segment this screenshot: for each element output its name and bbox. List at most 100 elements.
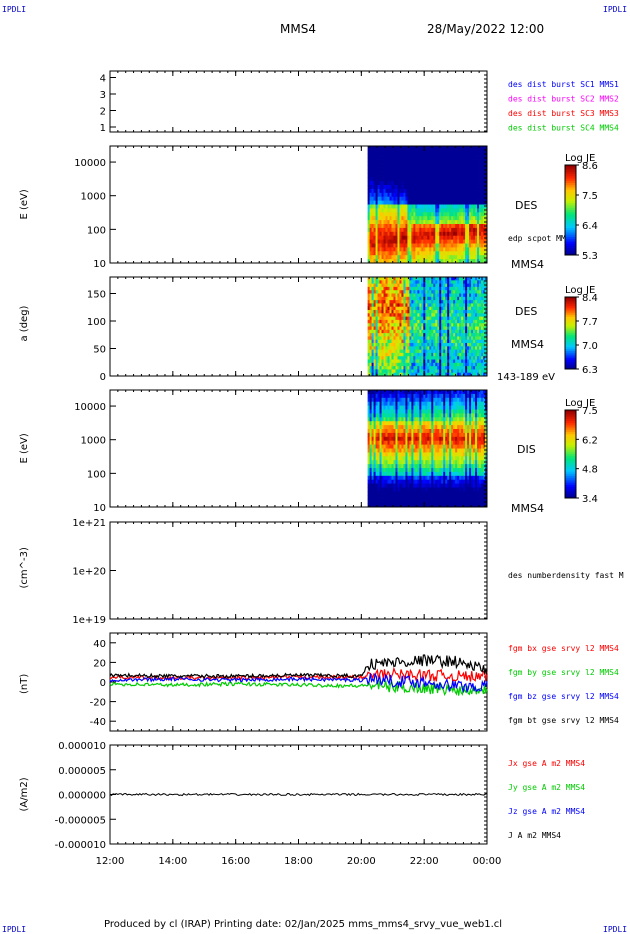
heatmap-cell <box>367 224 371 229</box>
heatmap-cell <box>439 227 442 233</box>
heatmap-cell <box>449 343 452 347</box>
heatmap-cell <box>407 333 410 337</box>
heatmap-cell <box>477 243 480 248</box>
heatmap-cell <box>433 181 436 186</box>
heatmap-cell <box>399 483 402 488</box>
heatmap-cell <box>389 146 392 151</box>
heatmap-cell <box>439 313 442 317</box>
heatmap-cell <box>389 290 392 294</box>
heatmap-cell <box>479 208 482 213</box>
heatmap-cell <box>377 343 380 347</box>
heatmap-cell <box>367 290 371 294</box>
heatmap-cell <box>393 405 396 410</box>
heatmap-cell <box>463 153 466 159</box>
heatmap-cell <box>405 326 408 331</box>
heatmap-cell <box>381 464 384 469</box>
heatmap-cell <box>483 173 486 178</box>
heatmap-cell <box>469 286 472 291</box>
heatmap-cell <box>459 173 462 178</box>
heatmap-cell <box>421 487 424 492</box>
heatmap-cell <box>453 293 456 298</box>
heatmap-cell <box>375 316 378 321</box>
heatmap-cell <box>417 401 420 406</box>
heatmap-cell <box>375 303 378 308</box>
heatmap-cell <box>419 204 422 209</box>
heatmap-cell <box>435 227 438 233</box>
heatmap-cell <box>391 283 394 288</box>
heatmap-cell <box>385 259 388 264</box>
heatmap-cell <box>479 310 482 314</box>
colorbar-cell <box>565 230 576 233</box>
heatmap-cell <box>419 339 422 344</box>
heatmap-cell <box>367 444 371 449</box>
heatmap-cell <box>423 432 426 438</box>
heatmap-cell <box>417 460 420 465</box>
heatmap-cell <box>481 212 484 217</box>
heatmap-cell <box>387 255 390 260</box>
heatmap-cell <box>453 243 456 248</box>
heatmap-cell <box>451 369 454 374</box>
heatmap-cell <box>473 235 476 240</box>
heatmap-cell <box>413 336 416 341</box>
heatmap-cell <box>483 346 486 350</box>
heatmap-cell <box>441 235 444 240</box>
heatmap-cell <box>405 255 408 260</box>
heatmap-cell <box>457 277 460 281</box>
heatmap-cell <box>419 161 422 166</box>
heatmap-cell <box>367 352 371 357</box>
heatmap-cell <box>485 181 488 186</box>
heatmap-cell <box>447 231 450 237</box>
heatmap-cell <box>377 165 380 170</box>
heatmap-cell <box>375 239 378 244</box>
heatmap-cell <box>483 333 486 337</box>
heatmap-cell <box>457 247 460 252</box>
heatmap-cell <box>485 208 488 213</box>
heatmap-cell <box>413 259 416 264</box>
heatmap-cell <box>401 349 404 354</box>
heatmap-cell <box>427 300 430 304</box>
heatmap-cell <box>427 255 430 260</box>
heatmap-cell <box>479 290 482 294</box>
heatmap-cell <box>465 212 468 217</box>
heatmap-cell <box>413 421 416 426</box>
heatmap-cell <box>367 243 371 248</box>
heatmap-cell <box>431 362 434 367</box>
heatmap-cell <box>381 372 384 377</box>
heatmap-cell <box>465 200 468 205</box>
heatmap-cell <box>465 251 468 256</box>
heatmap-cell <box>437 359 440 364</box>
heatmap-cell <box>421 436 424 442</box>
heatmap-cell <box>411 204 414 209</box>
heatmap-cell <box>447 146 450 151</box>
heatmap-cell <box>427 352 430 357</box>
heatmap-cell <box>471 277 474 281</box>
heatmap-cell <box>473 181 476 186</box>
colorbar-cell <box>565 210 576 213</box>
heatmap-cell <box>391 346 394 350</box>
heatmap-cell <box>451 372 454 377</box>
heatmap-cell <box>381 157 384 162</box>
heatmap-cell <box>471 319 474 324</box>
heatmap-cell <box>429 310 432 314</box>
heatmap-cell <box>447 188 450 194</box>
heatmap-cell <box>419 247 422 252</box>
heatmap-cell <box>399 290 402 294</box>
heatmap-cell <box>405 487 408 492</box>
heatmap-cell <box>395 444 398 449</box>
heatmap-cell <box>415 200 418 205</box>
heatmap-cell <box>447 220 450 225</box>
heatmap-cell <box>433 310 436 314</box>
heatmap-cell <box>391 456 394 461</box>
heatmap-cell <box>373 464 376 469</box>
heatmap-cell <box>411 425 414 430</box>
heatmap-cell <box>459 286 462 291</box>
heatmap-cell <box>445 235 448 240</box>
heatmap-cell <box>435 349 438 354</box>
heatmap-cell <box>391 401 394 406</box>
heatmap-cell <box>439 283 442 288</box>
heatmap-cell <box>453 255 456 260</box>
heatmap-cell <box>431 157 434 162</box>
heatmap-cell <box>481 153 484 159</box>
heatmap-cell <box>421 196 424 201</box>
heatmap-cell <box>411 401 414 406</box>
